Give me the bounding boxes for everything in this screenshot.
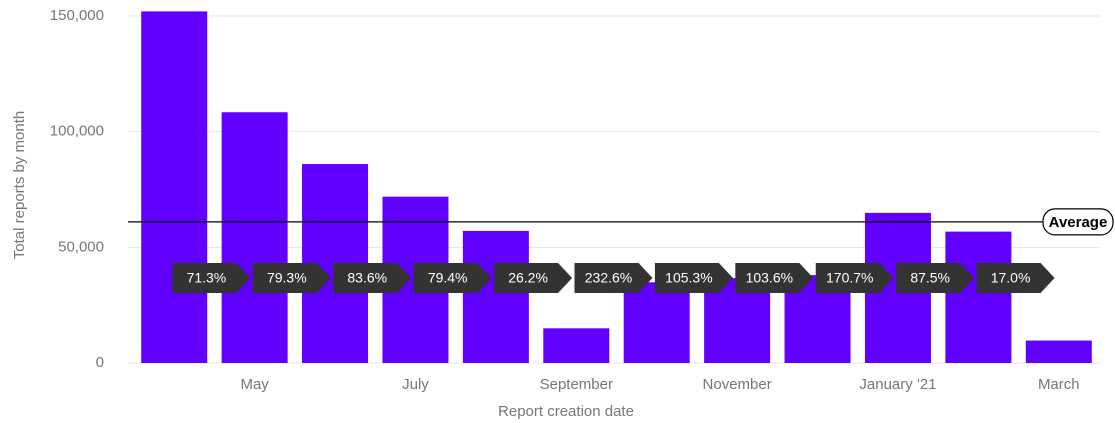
x-axis-label: Report creation date: [498, 403, 634, 420]
change-arrow: [815, 263, 894, 293]
average-badge: [1042, 208, 1114, 236]
x-tick-label: May: [240, 376, 269, 393]
change-arrow: [735, 263, 814, 293]
bar: [945, 231, 1012, 363]
y-axis-label: Total reports by month: [11, 111, 28, 259]
change-label: 232.6%: [585, 270, 632, 286]
change-arrow: [172, 263, 251, 293]
change-arrow: [413, 263, 492, 293]
x-tick-label: January '21: [859, 376, 936, 393]
bar: [543, 328, 610, 363]
bar: [462, 230, 529, 363]
change-label: 105.3%: [665, 270, 712, 286]
change-label: 103.6%: [746, 270, 793, 286]
average-label: Average: [1049, 214, 1108, 231]
y-tick-label: 50,000: [58, 238, 104, 255]
bar: [1025, 340, 1092, 363]
change-label: 17.0%: [991, 270, 1031, 286]
y-tick-label: 100,000: [50, 123, 104, 140]
change-label: 79.3%: [267, 270, 307, 286]
change-label: 83.6%: [347, 270, 387, 286]
change-label: 170.7%: [826, 270, 873, 286]
change-arrow: [976, 263, 1055, 293]
bar: [141, 11, 208, 364]
x-tick-label: September: [540, 376, 613, 393]
change-label: 79.4%: [428, 270, 468, 286]
bar: [623, 282, 690, 363]
change-label: 71.3%: [187, 270, 227, 286]
x-tick-label: July: [402, 376, 429, 393]
change-arrow: [494, 263, 573, 293]
bar: [221, 112, 288, 363]
change-arrow: [574, 263, 653, 293]
change-arrow: [896, 263, 975, 293]
y-tick-label: 0: [96, 354, 104, 371]
x-tick-label: March: [1038, 376, 1080, 393]
change-arrow: [333, 263, 412, 293]
y-tick-label: 150,000: [50, 7, 104, 24]
change-label: 26.2%: [508, 270, 548, 286]
change-arrow: [654, 263, 733, 293]
x-tick-label: November: [703, 376, 772, 393]
change-arrow: [252, 263, 331, 293]
change-label: 87.5%: [910, 270, 950, 286]
